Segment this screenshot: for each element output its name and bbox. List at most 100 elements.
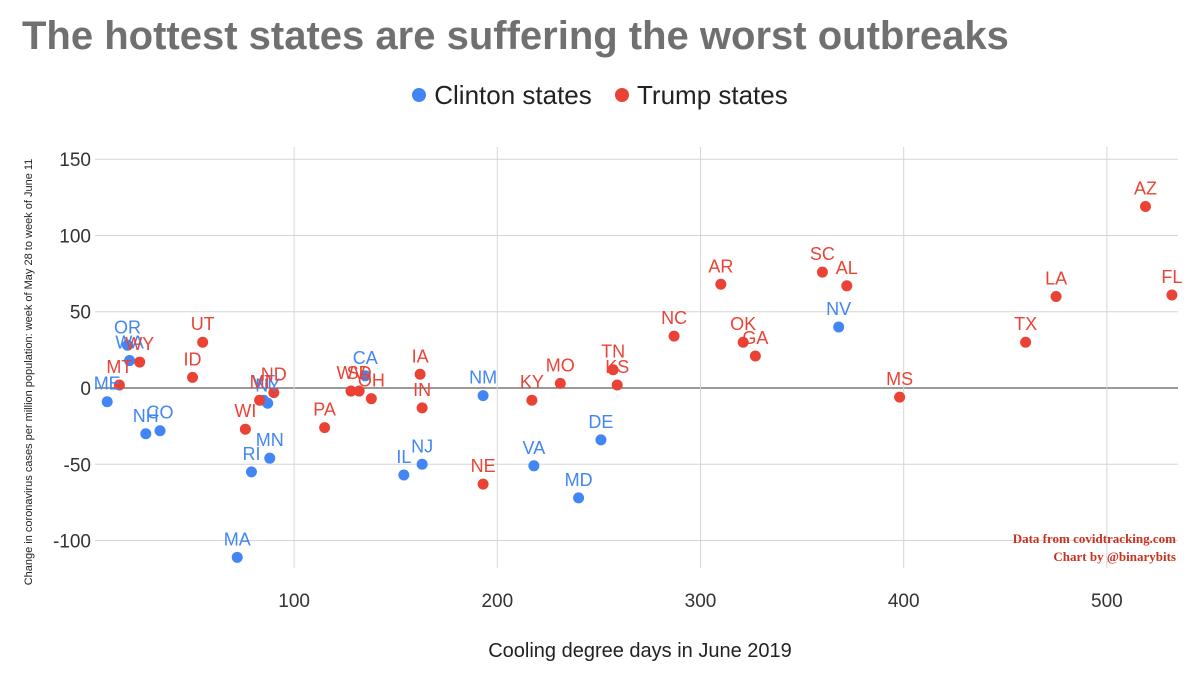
legend-label-clinton: Clinton states: [434, 80, 592, 110]
point-label: MI: [250, 372, 270, 392]
point-label: KY: [520, 372, 544, 392]
data-point: [816, 266, 828, 278]
data-point: [1166, 289, 1178, 301]
legend: Clinton states Trump states: [0, 80, 1200, 111]
point-label: OH: [358, 371, 385, 391]
point-label: IN: [413, 380, 431, 400]
data-point: [359, 370, 371, 382]
data-point: [841, 280, 853, 292]
y-tick-label: 50: [70, 303, 91, 324]
y-tick-label: 100: [59, 226, 91, 247]
point-label: LA: [1045, 268, 1067, 288]
legend-marker-trump: [615, 88, 629, 102]
data-point: [122, 339, 134, 351]
point-label: MT: [106, 357, 132, 377]
data-point: [1020, 336, 1032, 348]
data-point: [154, 425, 166, 437]
point-label: CO: [147, 403, 174, 423]
point-label: VA: [523, 438, 546, 458]
data-point: [353, 385, 365, 397]
point-label: WA: [115, 333, 143, 353]
point-label: IL: [396, 447, 411, 467]
point-label: AZ: [1134, 178, 1157, 198]
point-label: NY: [255, 375, 280, 395]
chart-title: The hottest states are suffering the wor…: [22, 14, 1009, 58]
point-label: NJ: [411, 436, 433, 456]
point-label: GA: [742, 328, 768, 348]
point-label: OK: [730, 314, 756, 334]
data-point: [134, 356, 146, 368]
point-label: PA: [313, 400, 336, 420]
point-label: AR: [708, 256, 733, 276]
data-source-credit: Data from covidtracking.com: [1012, 531, 1176, 546]
data-point: [398, 469, 410, 481]
point-label: KS: [605, 357, 629, 377]
point-label: MO: [546, 355, 575, 375]
data-point: [124, 355, 136, 367]
point-label: SD: [347, 363, 372, 383]
legend-label-trump: Trump states: [637, 80, 788, 110]
x-tick-label: 200: [481, 591, 513, 612]
data-point: [365, 393, 377, 405]
data-point: [477, 390, 489, 402]
data-point: [414, 368, 426, 380]
gridlines: [95, 147, 1178, 568]
point-label: MN: [256, 430, 284, 450]
point-label: NM: [469, 368, 497, 388]
y-tick-label: 150: [59, 150, 91, 171]
point-label: VT: [252, 372, 275, 392]
x-tick-label: 400: [888, 591, 920, 612]
x-tick-label: 300: [685, 591, 717, 612]
data-point: [894, 391, 906, 403]
point-label: ID: [184, 349, 202, 369]
data-point: [528, 460, 540, 472]
credits: Data from covidtracking.com Chart by @bi…: [1013, 530, 1176, 566]
data-point: [416, 458, 428, 470]
point-label: MD: [565, 470, 593, 490]
point-label: CA: [353, 348, 378, 368]
data-point: [526, 394, 538, 406]
data-points: [101, 200, 1178, 563]
data-point: [101, 396, 113, 408]
point-label: TN: [601, 342, 625, 362]
data-point: [239, 423, 251, 435]
data-point: [668, 330, 680, 342]
point-label: DE: [588, 412, 613, 432]
point-label: NE: [471, 456, 496, 476]
point-label: WI: [234, 401, 256, 421]
legend-marker-clinton: [412, 88, 427, 102]
data-point: [113, 379, 125, 391]
y-tick-label: 0: [80, 379, 91, 400]
point-label: UT: [191, 314, 215, 334]
author-credit: Chart by @binarybits: [1053, 549, 1176, 564]
point-label: SC: [810, 244, 835, 264]
data-point: [607, 364, 619, 376]
data-point: [197, 336, 209, 348]
point-label: MA: [224, 529, 251, 549]
point-label: FL: [1161, 267, 1182, 287]
x-axis-label: Cooling degree days in June 2019: [488, 640, 792, 662]
point-label: AL: [836, 258, 858, 278]
data-point: [268, 387, 280, 399]
data-point: [187, 371, 199, 383]
data-point: [477, 478, 489, 490]
data-point: [1050, 290, 1062, 302]
point-label: WY: [125, 334, 154, 354]
point-label: WV: [337, 363, 366, 383]
data-point: [416, 402, 428, 414]
data-point: [573, 492, 585, 504]
point-label: NV: [826, 299, 851, 319]
data-point: [611, 379, 623, 391]
point-label: ME: [94, 374, 121, 394]
data-point: [595, 434, 607, 446]
data-point: [264, 452, 276, 464]
point-label: NC: [661, 308, 687, 328]
legend-item-clinton: Clinton states: [412, 80, 592, 111]
point-label: MS: [886, 369, 913, 389]
y-tick-label: -50: [64, 455, 91, 476]
data-point: [231, 551, 243, 563]
data-point: [749, 350, 761, 362]
data-point: [254, 394, 266, 406]
